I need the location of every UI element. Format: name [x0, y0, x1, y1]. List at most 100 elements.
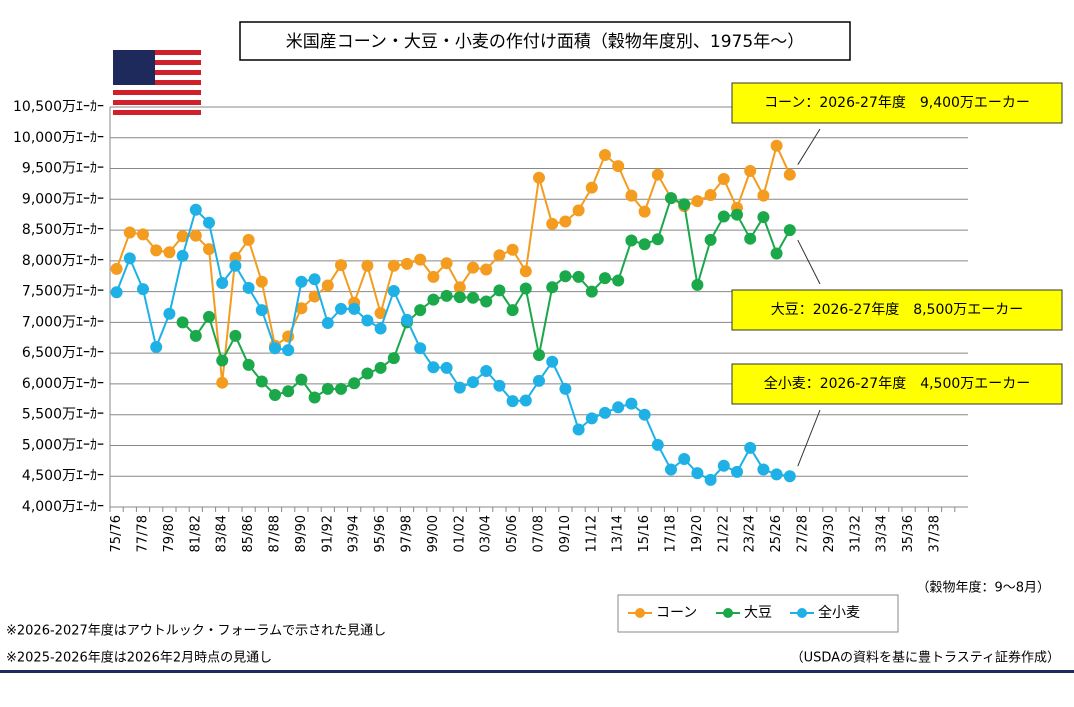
data-point — [519, 282, 532, 295]
y-tick-label: 10,000万ｴｰｶｰ — [13, 130, 104, 146]
data-point — [493, 379, 506, 392]
data-point — [203, 310, 215, 323]
data-point — [335, 259, 347, 272]
data-point — [176, 249, 189, 262]
x-tick-label: 83/84 — [215, 515, 230, 552]
data-point — [559, 215, 572, 228]
data-point — [546, 355, 559, 368]
data-point — [665, 192, 677, 205]
x-tick-label: 25/26 — [769, 515, 784, 552]
callout-text: 全小麦：2026-27年度 4,500万エーカー — [764, 375, 1031, 392]
data-point — [414, 253, 427, 266]
data-point — [678, 198, 691, 211]
title-box — [239, 21, 851, 61]
data-point — [216, 277, 229, 289]
x-tick-label: 93/94 — [347, 515, 362, 552]
y-tick-label: 5,000万ｴｰｶｰ — [22, 437, 104, 453]
data-point — [189, 229, 202, 242]
data-point — [374, 307, 387, 320]
y-tick-label: 7,000万ｴｰｶｰ — [22, 314, 104, 330]
data-point — [348, 302, 361, 315]
data-point — [137, 283, 149, 296]
data-point — [176, 316, 189, 329]
data-point — [374, 361, 387, 374]
data-point — [467, 261, 479, 274]
data-point — [744, 232, 757, 245]
y-tick-label: 10,500万ｴｰｶｰ — [13, 99, 104, 115]
series-line — [115, 207, 790, 482]
data-point — [506, 243, 519, 256]
data-point — [269, 342, 281, 355]
data-point — [150, 244, 163, 257]
data-point — [255, 375, 268, 388]
data-point — [427, 293, 440, 306]
x-tick-label: 03/04 — [479, 515, 494, 552]
callout-box — [731, 82, 1063, 124]
data-point — [137, 228, 149, 241]
flag — [113, 50, 201, 116]
data-point — [110, 286, 123, 299]
data-point — [638, 238, 651, 251]
data-point — [401, 257, 413, 270]
data-point — [453, 291, 466, 304]
data-point — [123, 252, 136, 265]
data-point — [691, 278, 704, 291]
data-point — [533, 349, 545, 361]
data-point — [427, 270, 440, 283]
legend-label: 全小麦 — [818, 604, 860, 621]
data-point — [506, 395, 519, 408]
data-point — [731, 208, 743, 221]
data-point — [361, 314, 374, 327]
data-point — [295, 373, 308, 386]
source: （USDAの資料を基に豊トラスティ証券作成） — [791, 650, 1060, 666]
data-point — [744, 441, 757, 454]
data-point — [625, 189, 638, 202]
data-point — [427, 361, 440, 374]
data-point — [453, 381, 466, 394]
data-point — [599, 272, 611, 285]
callout-text: 大豆：2026-27年度 8,500万エーカー — [771, 302, 1024, 318]
data-point — [123, 226, 136, 239]
data-point — [783, 168, 796, 181]
data-point — [189, 203, 202, 216]
data-point — [110, 262, 123, 275]
data-point — [744, 165, 757, 177]
legend-label: コーン — [656, 605, 697, 621]
data-point — [506, 304, 519, 317]
data-point — [242, 358, 255, 371]
data-point — [770, 468, 783, 481]
x-tick-label: 95/96 — [373, 515, 388, 552]
x-tick-label: 11/12 — [584, 515, 599, 552]
data-point — [533, 171, 545, 184]
callout-leader — [797, 128, 821, 165]
data-point — [242, 281, 255, 294]
data-point — [572, 423, 585, 436]
data-point — [480, 263, 493, 276]
data-point — [783, 470, 796, 483]
data-point — [519, 265, 532, 278]
data-point — [189, 329, 202, 342]
data-point — [203, 243, 215, 256]
x-tick-label: 01/02 — [452, 515, 467, 552]
x-tick-label: 19/20 — [690, 515, 705, 552]
data-point — [625, 234, 638, 247]
data-point — [599, 149, 611, 161]
y-tick-label: 9,000万ｴｰｶｰ — [22, 191, 104, 207]
data-point — [651, 233, 664, 246]
data-point — [665, 463, 677, 476]
x-tick-label: 87/88 — [268, 515, 283, 552]
data-point — [638, 408, 651, 421]
data-point — [493, 284, 506, 297]
data-point — [335, 382, 347, 395]
data-point — [493, 249, 506, 262]
data-point — [651, 438, 664, 451]
data-point — [546, 281, 559, 294]
data-point — [572, 204, 585, 217]
legend-marker — [635, 608, 645, 618]
x-tick-label: 85/86 — [241, 515, 256, 552]
data-point — [176, 230, 189, 243]
chart-title: 米国産コーン・大豆・小麦の作付け面積（穀物年度別、1975年～） — [286, 32, 804, 52]
data-point — [704, 473, 717, 486]
data-point — [229, 259, 242, 272]
data-point — [559, 270, 572, 283]
